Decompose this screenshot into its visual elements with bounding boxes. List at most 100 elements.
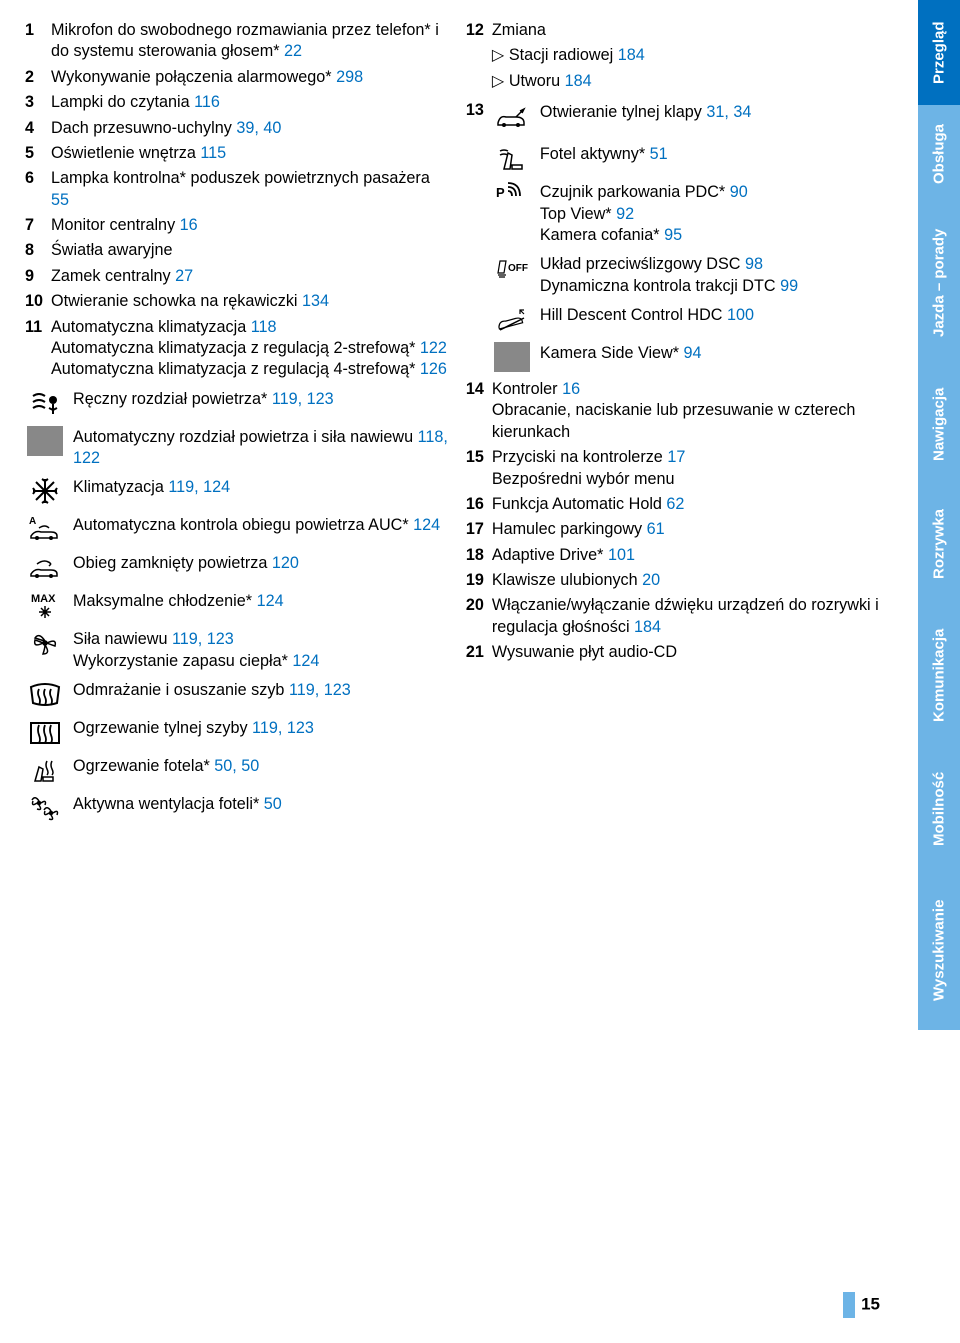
item-text: Oświetlenie wnętrza 115 [51, 143, 448, 164]
list-item: 11Automatyczna klimatyzacja 118Automatyc… [25, 317, 448, 381]
item-text: Lampka kontrolna* poduszek powietrznych … [51, 168, 448, 211]
list-item: 10Otwieranie schowka na rękawiczki 134 [25, 291, 448, 312]
icon-row: Odmrażanie i osuszanie szyb 119, 123 [25, 678, 448, 710]
icon-text: Hill Descent Control HDC 100 [540, 303, 898, 326]
list-item: 21Wysuwanie płyt audio-CD [466, 642, 898, 663]
recirc-icon [25, 551, 65, 583]
item-text: Automatyczna klimatyzacja 118Automatyczn… [51, 317, 448, 381]
list-item: 15Przyciski na kontrolerze 17Bezpośredni… [466, 447, 898, 490]
list-item: 8Światła awaryjne [25, 240, 448, 261]
side-tab[interactable]: Wyszukiwanie [918, 870, 960, 1030]
side-tab[interactable]: Obsługa [918, 105, 960, 203]
icon-row: Układ przeciwślizgowy DSC 98Dynamiczna k… [492, 252, 898, 297]
icon-text: Klimatyzacja 119, 124 [73, 475, 448, 498]
hdc-icon [492, 303, 532, 335]
list-item: 17Hamulec parkingowy 61 [466, 519, 898, 540]
icon-text: Aktywna wentylacja foteli* 50 [73, 792, 448, 815]
seat-vent-icon [25, 792, 65, 824]
list-item: 7Monitor centralny 16 [25, 215, 448, 236]
icon-row: Czujnik parkowania PDC* 90Top View* 92Ka… [492, 180, 898, 246]
dsc-off-icon [492, 252, 532, 284]
icon-row: Kamera Side View* 94 [492, 341, 898, 373]
item-number: 3 [25, 92, 51, 113]
item-number: 11 [25, 317, 51, 381]
list-item: 18Adaptive Drive* 101 [466, 545, 898, 566]
trunk-icon [492, 100, 532, 132]
icon-text: Automatyczny rozdział powietrza i siła n… [73, 425, 448, 470]
rear-defrost-icon [25, 716, 65, 748]
sub-item: Utworu 184 [466, 71, 898, 92]
icon-row: Maksymalne chłodzenie* 124 [25, 589, 448, 621]
item-number: 8 [25, 240, 51, 261]
pdc-icon [492, 180, 532, 212]
side-tab[interactable]: Rozrywka [918, 485, 960, 603]
icon-text: Ogrzewanie fotela* 50, 50 [73, 754, 448, 777]
icon-text: Siła nawiewu 119, 123Wykorzystanie zapas… [73, 627, 448, 672]
seat-heat-icon [25, 754, 65, 786]
item-number: 5 [25, 143, 51, 164]
list-item: 16Funkcja Automatic Hold 62 [466, 494, 898, 515]
page-number-footer: 15 [843, 1292, 880, 1318]
fan-icon [25, 627, 65, 659]
item-number: 4 [25, 118, 51, 139]
air-manual-icon [25, 387, 65, 419]
list-item: 20Włączanie/wyłączanie dźwięku urządzeń … [466, 595, 898, 638]
icon-row: Fotel aktywny* 51 [492, 142, 898, 174]
defrost-icon [25, 678, 65, 710]
list-item: 3Lampki do czytania 116 [25, 92, 448, 113]
icon-row: Klimatyzacja 119, 124 [25, 475, 448, 507]
item-text: Światła awaryjne [51, 240, 448, 261]
right-column: 12Zmiana Stacji radiowej 184 Utworu 184 13… [466, 20, 898, 1323]
side-tab[interactable]: Komunikacja [918, 603, 960, 748]
snowflake-icon [25, 475, 65, 507]
icon-text: Ogrzewanie tylnej szyby 119, 123 [73, 716, 448, 739]
list-item: 19Klawisze ulubionych 20 [466, 570, 898, 591]
sub-item: Stacji radiowej 184 [466, 45, 898, 66]
list-item: 14Kontroler 16Obracanie, naciskanie lub … [466, 379, 898, 443]
icon-text: Odmrażanie i osuszanie szyb 119, 123 [73, 678, 448, 701]
item-number: 1 [25, 20, 51, 63]
icon-row: Otwieranie tylnej klapy 31, 34 [492, 100, 898, 132]
placeholder-icon [492, 341, 532, 373]
icon-text: Obieg zamknięty powietrza 120 [73, 551, 448, 574]
item-number: 10 [25, 291, 51, 312]
icon-text: Otwieranie tylnej klapy 31, 34 [540, 100, 898, 123]
item-text: Lampki do czytania 116 [51, 92, 448, 113]
placeholder-icon [25, 425, 65, 457]
icon-text: Automatyczna kontrola obiegu powietrza A… [73, 513, 448, 536]
list-item: 9Zamek centralny 27 [25, 266, 448, 287]
left-column: 1Mikrofon do swobodnego rozmawiania prze… [25, 20, 448, 1323]
list-item: 5Oświetlenie wnętrza 115 [25, 143, 448, 164]
list-item: 6Lampka kontrolna* poduszek powietrznych… [25, 168, 448, 211]
list-item: 13Otwieranie tylnej klapy 31, 34 [466, 100, 898, 138]
auc-icon [25, 513, 65, 545]
list-item: 12Zmiana [466, 20, 898, 41]
icon-row: Obieg zamknięty powietrza 120 [25, 551, 448, 583]
item-text: Mikrofon do swobodnego rozmawiania przez… [51, 20, 448, 63]
icon-text: Kamera Side View* 94 [540, 341, 898, 364]
icon-row: Automatyczny rozdział powietrza i siła n… [25, 425, 448, 470]
item-text: Wykonywanie połączenia alarmowego* 298 [51, 67, 448, 88]
icon-row: Siła nawiewu 119, 123Wykorzystanie zapas… [25, 627, 448, 672]
side-tab[interactable]: Jazda – porady [918, 203, 960, 363]
side-tab[interactable]: Mobilność [918, 748, 960, 870]
icon-text: Maksymalne chłodzenie* 124 [73, 589, 448, 612]
list-item: 2Wykonywanie połączenia alarmowego* 298 [25, 67, 448, 88]
icon-row: Ręczny rozdział powietrza* 119, 123 [25, 387, 448, 419]
item-number: 7 [25, 215, 51, 236]
side-tab[interactable]: Przegląd [918, 0, 960, 105]
side-tabs: PrzeglądObsługaJazda – poradyNawigacjaRo… [918, 0, 960, 1343]
max-icon [25, 589, 65, 621]
icon-text: Fotel aktywny* 51 [540, 142, 898, 165]
active-seat-icon [492, 142, 532, 174]
list-item: 1Mikrofon do swobodnego rozmawiania prze… [25, 20, 448, 63]
icon-text: Ręczny rozdział powietrza* 119, 123 [73, 387, 448, 410]
item-number: 9 [25, 266, 51, 287]
item-text: Otwieranie schowka na rękawiczki 134 [51, 291, 448, 312]
item-text: Monitor centralny 16 [51, 215, 448, 236]
side-tab[interactable]: Nawigacja [918, 363, 960, 485]
list-item: 4Dach przesuwno-uchylny 39, 40 [25, 118, 448, 139]
icon-row: Ogrzewanie fotela* 50, 50 [25, 754, 448, 786]
icon-row: Hill Descent Control HDC 100 [492, 303, 898, 335]
item-text: Zamek centralny 27 [51, 266, 448, 287]
